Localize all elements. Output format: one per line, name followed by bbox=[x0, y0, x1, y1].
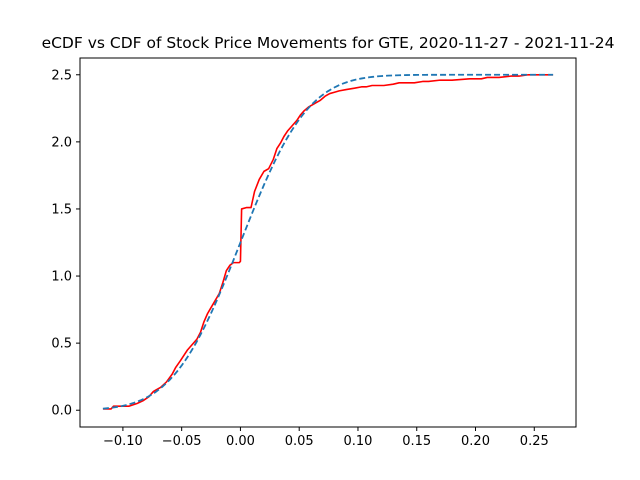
y-tick-label: 0.0 bbox=[51, 404, 72, 419]
x-tick-label: 0.10 bbox=[343, 434, 372, 449]
x-tick-label: −0.05 bbox=[162, 434, 202, 449]
plot-area: −0.10 −0.05 0.00 0.05 0.10 0.15 0.20 0.25 0.0 0.5… bbox=[51, 57, 577, 449]
x-tick-label: 0.05 bbox=[285, 434, 314, 449]
y-tick-label: 0.5 bbox=[51, 337, 72, 352]
ecdf-line bbox=[102, 73, 554, 410]
x-tick-label: 0.15 bbox=[402, 434, 431, 449]
y-tick-label: 2.0 bbox=[51, 135, 72, 150]
axes-frame bbox=[79, 57, 577, 428]
y-tick-label: 2.5 bbox=[51, 68, 72, 83]
chart-title: eCDF vs CDF of Stock Price Movements for… bbox=[42, 34, 615, 52]
x-tick-label: 0.20 bbox=[461, 434, 490, 449]
x-tick-label: −0.10 bbox=[103, 434, 143, 449]
x-tick-label: 0.00 bbox=[226, 434, 255, 449]
x-tick-label: 0.25 bbox=[520, 434, 549, 449]
y-tick-label: 1.5 bbox=[51, 202, 72, 217]
y-tick-label: 1.0 bbox=[51, 270, 72, 285]
cdf-line bbox=[102, 73, 554, 410]
